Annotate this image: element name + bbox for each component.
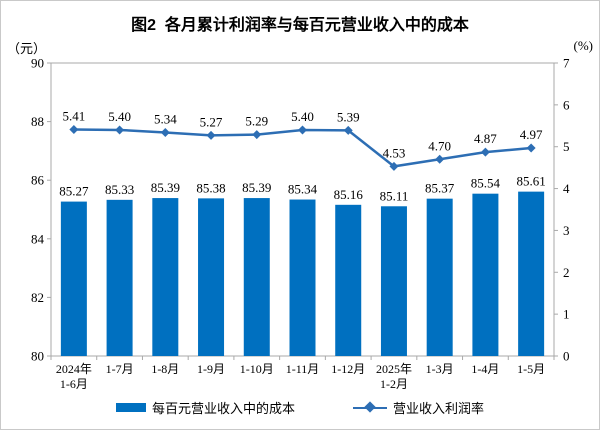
line-marker <box>115 125 125 135</box>
bar-value-label: 85.16 <box>334 187 364 202</box>
bar-value-label: 85.11 <box>380 188 409 203</box>
bar <box>472 193 499 356</box>
line-value-label: 4.70 <box>428 138 451 153</box>
right-axis-tick-label: 6 <box>563 97 570 112</box>
line-marker <box>160 127 170 137</box>
left-axis-tick-label: 88 <box>31 114 44 129</box>
left-axis-tick-label: 82 <box>31 290 44 305</box>
right-axis-tick-label: 5 <box>563 139 570 154</box>
left-axis-tick-label: 86 <box>31 173 45 188</box>
bar-series-swatch <box>115 403 146 412</box>
bar <box>60 201 87 356</box>
line-value-label: 5.40 <box>108 109 131 124</box>
line-value-label: 5.39 <box>337 109 360 124</box>
line-marker <box>69 125 79 135</box>
line-value-label: 5.40 <box>291 109 314 124</box>
line-value-label: 5.29 <box>245 114 268 129</box>
x-axis-label: 1-11月 <box>286 362 320 376</box>
right-axis-tick-label: 0 <box>563 349 570 364</box>
bar <box>426 198 453 356</box>
legend: 每百元营业收入中的成本 营业收入利润率 <box>1 398 599 417</box>
bar-value-label: 85.38 <box>196 180 225 195</box>
bar-value-label: 85.33 <box>105 182 134 197</box>
bar <box>335 204 362 356</box>
bar-value-label: 85.39 <box>151 180 180 195</box>
right-axis-tick-label: 1 <box>563 307 570 322</box>
x-axis-label: 1-5月 <box>517 362 545 376</box>
right-axis-unit-label: (%) <box>573 38 594 53</box>
bar <box>518 191 545 356</box>
right-axis-tick-label: 3 <box>563 223 570 238</box>
x-axis-label: 1-7月 <box>106 362 134 376</box>
legend-item-bar: 每百元营业收入中的成本 <box>115 398 295 417</box>
line-value-label: 5.41 <box>62 109 85 124</box>
x-axis-label: 1-4月 <box>471 362 499 376</box>
x-axis-label: 1-3月 <box>426 362 454 376</box>
line-marker <box>389 161 399 171</box>
line-marker <box>298 125 307 135</box>
bar <box>106 199 133 356</box>
line-value-label: 5.34 <box>154 111 177 126</box>
legend-bar-label: 每百元营业收入中的成本 <box>151 401 295 416</box>
x-axis-label: 2024年 1-6月 <box>56 362 92 391</box>
line-series <box>73 128 532 168</box>
bar <box>243 198 270 356</box>
right-axis-tick-label: 7 <box>563 56 570 71</box>
left-axis-unit-label: （元） <box>7 41 47 56</box>
line-marker <box>206 130 216 140</box>
line-marker <box>480 147 490 157</box>
left-axis-tick-label: 80 <box>31 349 44 364</box>
bar-value-label: 85.61 <box>517 174 546 189</box>
bar <box>380 206 407 356</box>
diamond-marker-icon <box>364 401 376 413</box>
bar-value-label: 85.37 <box>425 181 455 196</box>
line-value-label: 5.27 <box>200 114 223 129</box>
bar-value-label: 85.27 <box>59 184 89 199</box>
bar-value-label: 85.54 <box>471 176 501 191</box>
line-value-label: 4.97 <box>520 127 543 142</box>
bar-value-label: 85.34 <box>288 182 318 197</box>
right-axis-tick-label: 4 <box>563 181 570 196</box>
legend-line-label: 营业收入利润率 <box>393 401 485 416</box>
line-marker <box>343 125 353 135</box>
bar <box>289 199 316 356</box>
line-value-label: 4.53 <box>383 145 406 160</box>
bar <box>198 198 225 356</box>
line-series-swatch <box>353 401 387 413</box>
bar-value-label: 85.39 <box>242 180 271 195</box>
bar <box>152 198 179 356</box>
line-marker <box>435 154 445 164</box>
line-marker <box>252 130 262 140</box>
x-axis-label: 1-10月 <box>240 362 274 376</box>
chart-title: 图2 各月累计利润率与每百元营业收入中的成本 <box>131 17 469 34</box>
right-axis-tick-label: 2 <box>563 265 570 280</box>
x-axis-label: 1-12月 <box>331 362 365 376</box>
line-value-label: 4.87 <box>474 131 497 146</box>
left-axis-tick-label: 84 <box>31 231 45 246</box>
x-axis-label: 1-9月 <box>197 362 225 376</box>
left-axis-tick-label: 90 <box>31 56 44 71</box>
legend-item-line: 营业收入利润率 <box>353 398 484 417</box>
x-axis-label: 1-8月 <box>151 362 179 376</box>
line-marker <box>526 143 536 153</box>
x-axis-label: 2025年 1-2月 <box>376 362 412 391</box>
